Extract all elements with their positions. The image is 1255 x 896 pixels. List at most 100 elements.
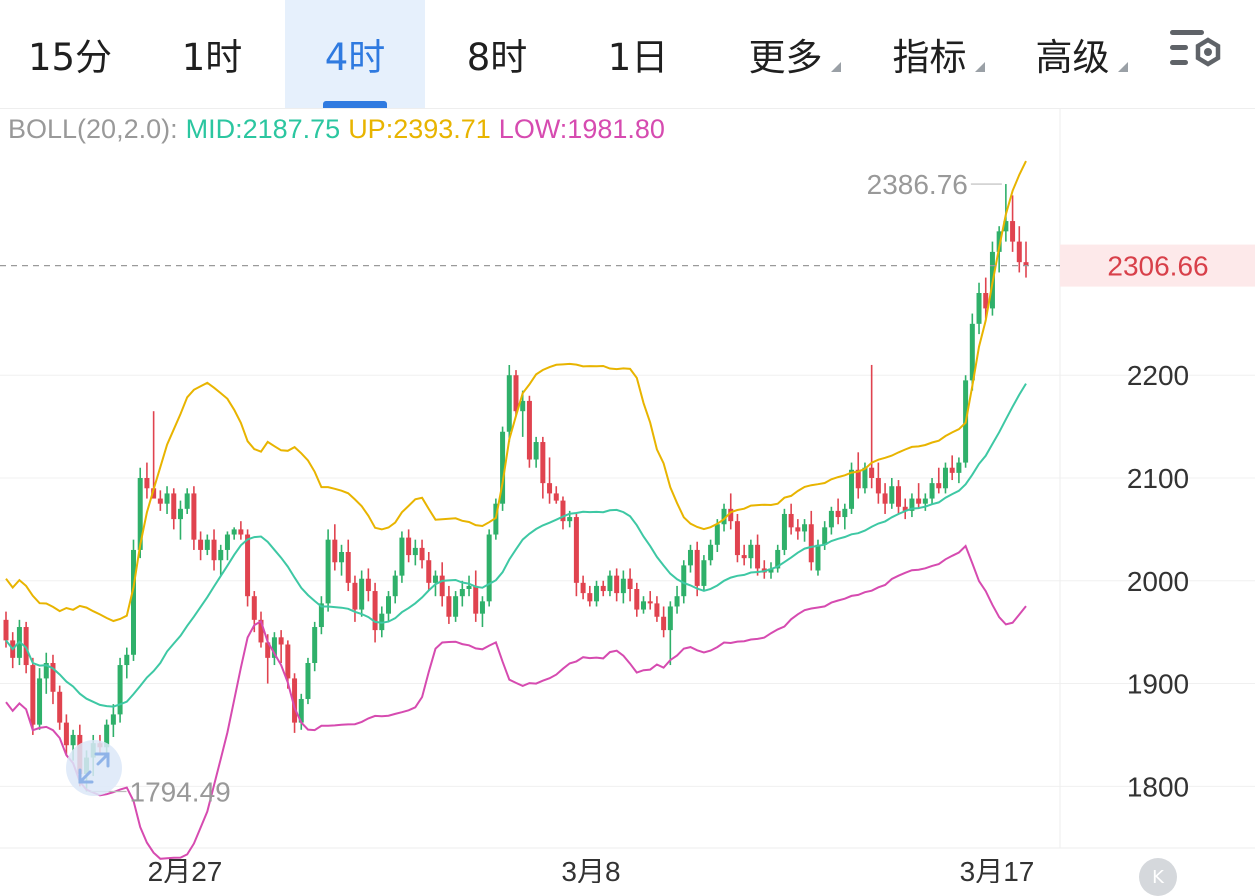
dropdown-caret-icon: [975, 62, 985, 72]
candle-body: [822, 527, 828, 545]
tab-label: 15分: [27, 36, 113, 79]
candle-body: [70, 734, 76, 746]
x-tick-label: 2月27: [148, 856, 223, 883]
candle-body: [734, 521, 740, 556]
candle-body: [721, 508, 727, 525]
candlestick-chart[interactable]: 1800 1900 2000 2100 2200 2306.66 2386.76 1794.4…: [0, 108, 1255, 883]
candle-body: [815, 544, 821, 571]
tab-label: 更多: [748, 36, 823, 79]
candle-body: [359, 578, 365, 610]
low-price-label: 1794.49: [130, 776, 231, 807]
candle-body: [614, 575, 620, 594]
boll-indicator-legend: BOLL(20,2.0): MID:2187.75 UP:2393.71 LOW:19…: [8, 114, 673, 145]
candle-body: [453, 596, 459, 617]
boll-up-value: UP:2393.71: [348, 114, 491, 144]
tab-more[interactable]: 更多: [718, 0, 853, 108]
candle-body: [929, 483, 935, 499]
candle-body: [110, 714, 116, 725]
tab-label: 1日: [607, 36, 669, 79]
candle-body: [211, 539, 217, 561]
tab-1h[interactable]: 1时: [142, 0, 282, 108]
candle-body: [486, 534, 492, 602]
tab-indicators[interactable]: 指标: [862, 0, 997, 108]
candle-body: [942, 467, 948, 489]
candle-body: [641, 601, 646, 610]
candle-body: [43, 663, 49, 679]
candle-body: [533, 442, 539, 460]
candle-body: [1003, 221, 1009, 232]
candle-body: [406, 537, 412, 556]
candle-body: [500, 431, 506, 504]
candle-body: [540, 442, 546, 484]
candle-body: [513, 375, 519, 412]
candle-body: [714, 524, 720, 545]
candle-body: [298, 698, 304, 723]
candle-body: [3, 619, 9, 641]
k-line-toggle-icon[interactable]: K: [1139, 858, 1177, 896]
candle-body: [312, 627, 318, 663]
candle-body: [419, 547, 425, 561]
candle-body: [325, 539, 331, 604]
candle-body: [916, 498, 922, 504]
tab-4h[interactable]: 4时: [285, 0, 425, 108]
candle-body: [875, 478, 881, 494]
candle-body: [251, 596, 257, 620]
candle-body: [755, 544, 761, 569]
candle-body: [983, 293, 989, 309]
candle-body: [996, 231, 1002, 252]
tab-label: 4时: [324, 36, 386, 79]
candle-body: [855, 469, 861, 489]
candle-body: [969, 323, 975, 381]
candle-body: [728, 508, 734, 522]
candle-body: [473, 585, 479, 614]
candle-body: [493, 503, 499, 535]
candle-body: [587, 593, 593, 602]
tab-1d[interactable]: 1日: [568, 0, 708, 108]
candle-body: [204, 539, 210, 550]
candle-body: [553, 493, 559, 501]
active-tab-indicator: [323, 101, 387, 108]
candle-body: [63, 722, 69, 746]
candle-body: [694, 549, 700, 586]
expand-chart-icon[interactable]: [66, 740, 122, 796]
candle-body: [748, 544, 754, 559]
candle-body: [775, 549, 781, 569]
chart-settings-icon[interactable]: [1166, 26, 1226, 74]
candle-body: [802, 524, 808, 532]
candle-body: [667, 606, 673, 631]
tab-label: 指标: [892, 36, 967, 79]
candle-body: [426, 560, 432, 583]
current-price-tag: [1060, 244, 1255, 287]
candle-body: [902, 506, 908, 511]
x-tick-label: 3月17: [960, 856, 1035, 883]
candle-body: [1010, 221, 1016, 242]
candle-body: [184, 493, 190, 509]
current-price-label: 2306.66: [1107, 251, 1208, 282]
candle-body: [862, 467, 868, 489]
candle-body: [567, 517, 573, 522]
boll-name: BOLL(20,2.0):: [8, 114, 178, 144]
candle-body: [278, 637, 284, 645]
candle-body: [1016, 241, 1022, 263]
tab-label: 1时: [181, 36, 243, 79]
candle-body: [922, 498, 928, 504]
candle-body: [647, 601, 653, 604]
candle-body: [869, 467, 875, 478]
candle-body: [479, 601, 485, 614]
candle-body: [520, 400, 526, 412]
tab-8h[interactable]: 8时: [427, 0, 567, 108]
tab-15min[interactable]: 15分: [0, 0, 140, 108]
boll-upper-line: [5, 160, 1027, 623]
candle-body: [265, 642, 271, 658]
candle-body: [198, 539, 204, 550]
candle-body: [909, 498, 915, 511]
candle-body: [345, 552, 351, 583]
y-tick-label: 1800: [1127, 771, 1189, 802]
candle-body: [399, 537, 405, 576]
candle-body: [849, 469, 855, 509]
candle-body: [949, 467, 955, 473]
tab-advanced[interactable]: 高级: [1005, 0, 1140, 108]
candle-body: [687, 549, 693, 566]
candle-body: [432, 575, 438, 583]
candle-body: [835, 510, 841, 518]
